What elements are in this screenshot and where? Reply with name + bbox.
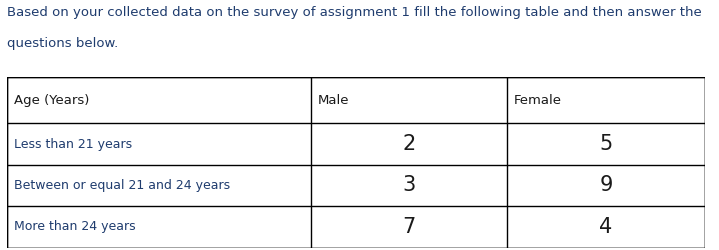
Text: Male: Male — [318, 94, 349, 107]
Text: More than 24 years: More than 24 years — [14, 220, 136, 233]
Text: Based on your collected data on the survey of assignment 1 fill the following ta: Based on your collected data on the surv… — [7, 6, 702, 19]
Text: questions below.: questions below. — [7, 38, 119, 51]
Text: 9: 9 — [599, 175, 613, 195]
Text: Female: Female — [514, 94, 562, 107]
Text: 2: 2 — [403, 134, 416, 154]
Text: 3: 3 — [403, 175, 416, 195]
Text: Age (Years): Age (Years) — [14, 94, 90, 107]
Text: 7: 7 — [403, 217, 416, 237]
Text: 5: 5 — [600, 134, 613, 154]
Text: Between or equal 21 and 24 years: Between or equal 21 and 24 years — [14, 179, 230, 192]
Text: 4: 4 — [600, 217, 613, 237]
Text: Less than 21 years: Less than 21 years — [14, 138, 132, 150]
